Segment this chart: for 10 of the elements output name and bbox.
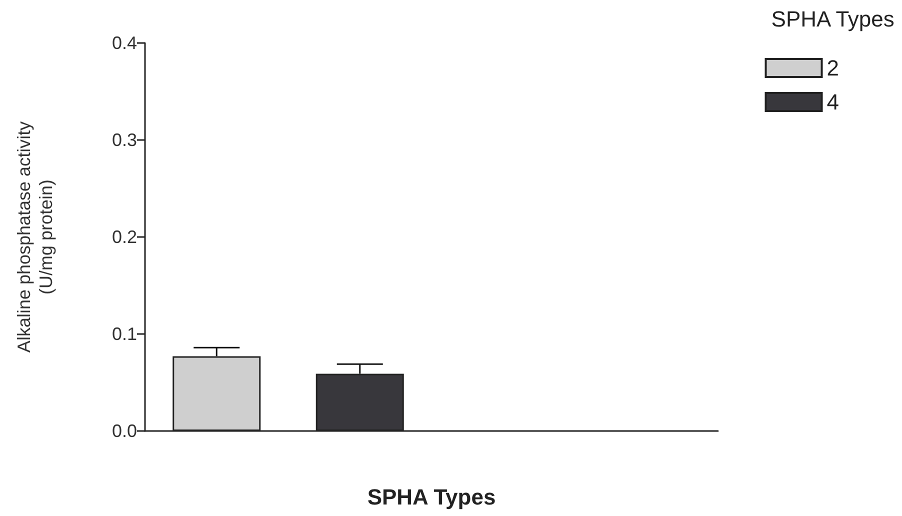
legend-label: 4 <box>826 90 840 114</box>
y-axis-title: Alkaline phosphatase activity (U/mg protein) <box>14 121 56 353</box>
y-tick-label: 0.4 <box>112 33 137 53</box>
y-tick-label: 0.2 <box>112 227 137 247</box>
x-axis-title: SPHA Types <box>367 484 496 510</box>
y-tick-label: 0.1 <box>112 324 137 344</box>
legend-label: 2 <box>826 56 840 80</box>
y-tick-label: 0.0 <box>112 421 137 441</box>
legend-title: SPHA Types <box>771 6 894 32</box>
y-tick-label: 0.3 <box>112 130 137 150</box>
